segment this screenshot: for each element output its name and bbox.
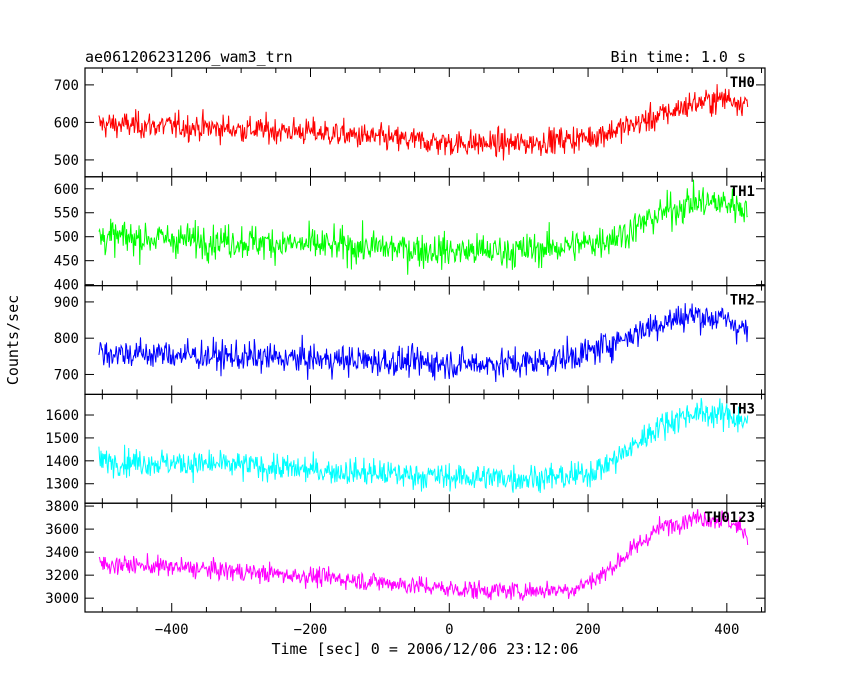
panel-label-th2: TH2 <box>730 293 755 309</box>
y-tick-label: 900 <box>54 295 79 311</box>
x-tick-label: 200 <box>575 622 600 638</box>
series-line-th0 <box>98 84 749 161</box>
y-tick-label: 450 <box>54 254 79 270</box>
panels-group: 500 600 700 TH0 400 450 500 550 600 TH1 700 800 900 T… <box>45 67 766 638</box>
panel-frame <box>84 502 766 613</box>
y-tick-label: 700 <box>54 78 79 94</box>
y-tick-label: 550 <box>54 206 79 222</box>
y-tick-label: 3000 <box>45 591 79 607</box>
y-tick-label: 1400 <box>45 454 79 470</box>
panel-label-th0123: TH0123 <box>704 510 755 526</box>
y-tick-label: 600 <box>54 115 79 131</box>
y-tick-label: 3600 <box>45 522 79 538</box>
series-line-th1 <box>98 179 748 275</box>
y-tick-label: 700 <box>54 367 79 383</box>
plot-title: ae061206231206_wam3_trn <box>85 48 293 66</box>
x-tick-label: 0 <box>445 622 453 638</box>
y-tick-label: 400 <box>54 278 79 294</box>
y-tick-label: 1300 <box>45 477 79 493</box>
x-axis-label: Time [sec] 0 = 2006/12/06 23:12:06 <box>271 640 578 658</box>
y-tick-label: 1600 <box>45 408 79 424</box>
panel-frame <box>84 285 766 396</box>
panel-frame <box>84 393 766 504</box>
series-line-th0123 <box>98 509 749 601</box>
y-tick-label: 500 <box>54 230 79 246</box>
x-tick-label: 400 <box>714 622 739 638</box>
panel-label-th3: TH3 <box>730 401 755 417</box>
x-tick-label: −200 <box>294 622 328 638</box>
y-tick-label: 800 <box>54 331 79 347</box>
y-tick-label: 1500 <box>45 431 79 447</box>
y-tick-label: 500 <box>54 153 79 169</box>
series-line-th2 <box>98 303 749 383</box>
panel-label-th1: TH1 <box>730 184 755 200</box>
y-tick-label: 3800 <box>45 499 79 515</box>
x-tick-label: −400 <box>155 622 189 638</box>
bin-time-label: Bin time: 1.0 s <box>611 48 746 66</box>
y-axis-label: Counts/sec <box>4 295 22 385</box>
panel-label-th0: TH0 <box>730 75 755 91</box>
y-tick-label: 3400 <box>45 545 79 561</box>
series-line-th3 <box>98 397 749 494</box>
y-tick-label: 3200 <box>45 568 79 584</box>
y-tick-label: 600 <box>54 182 79 198</box>
